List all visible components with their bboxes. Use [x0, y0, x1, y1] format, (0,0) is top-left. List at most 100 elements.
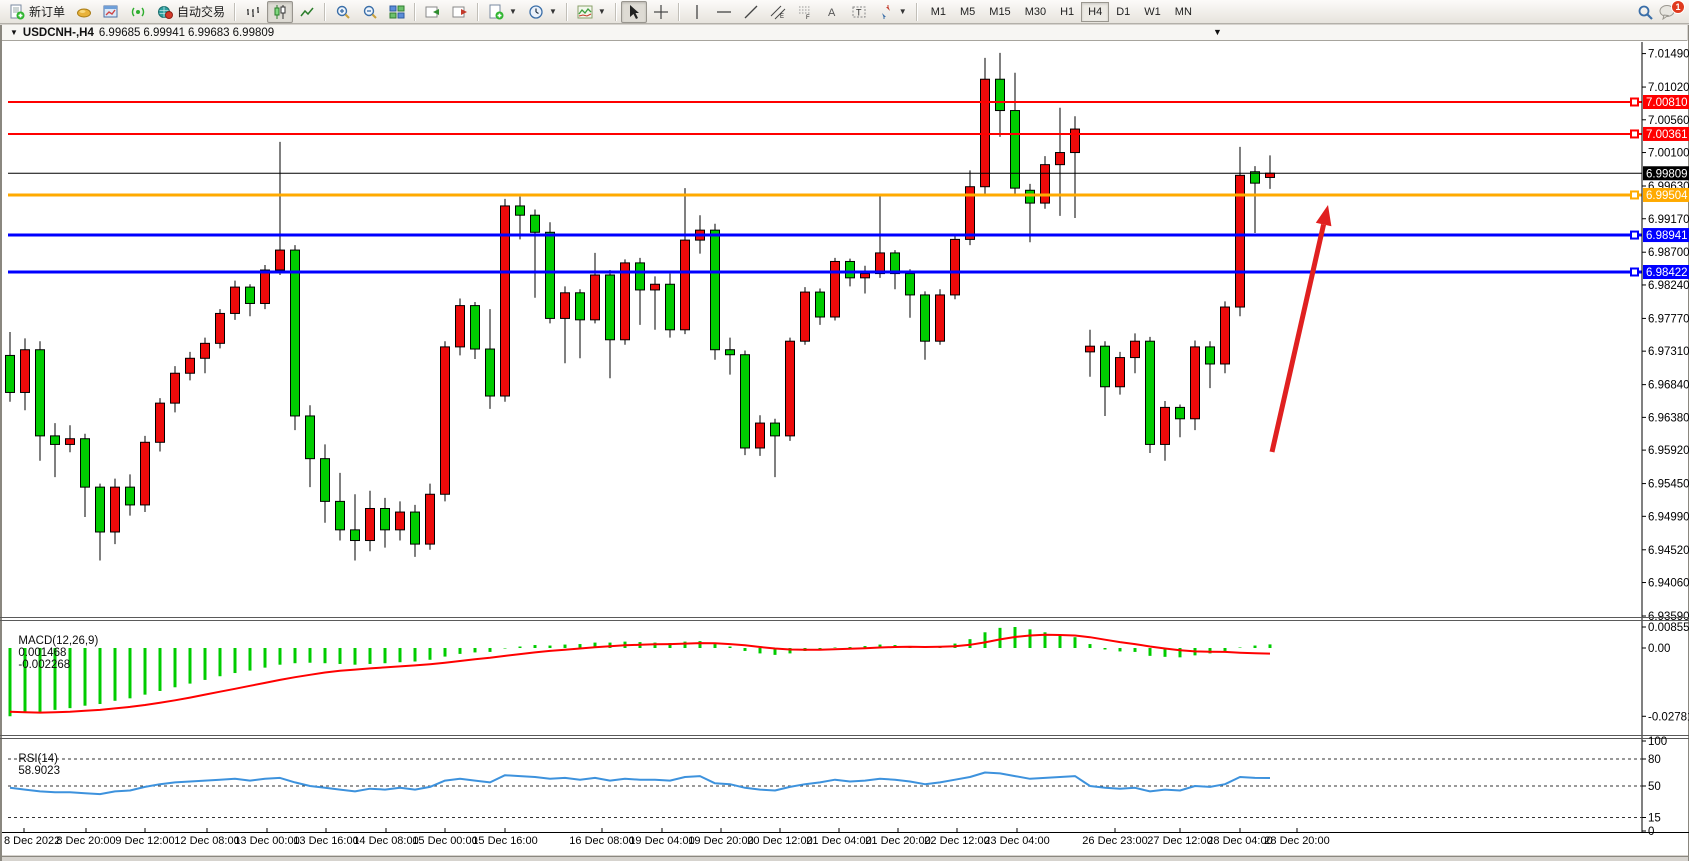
- search-icon[interactable]: [1637, 4, 1653, 20]
- rsi-label-box: RSI(14) 58.9023: [12, 741, 60, 777]
- fibonacci-button[interactable]: F: [792, 1, 818, 23]
- candle-83: [1250, 171, 1260, 184]
- candlestick-chart-button[interactable]: [267, 0, 294, 23]
- candle-29: [440, 346, 450, 495]
- support-line-1[interactable]: [8, 230, 1642, 240]
- candle-59: [890, 252, 900, 275]
- candle-69: [1040, 164, 1050, 204]
- chevron-down-icon: ▼: [898, 7, 907, 16]
- market-watch-button[interactable]: [71, 1, 97, 23]
- tile-windows-button[interactable]: [384, 1, 410, 23]
- toolbar-separator: [234, 2, 237, 21]
- svg-text:6.95920: 6.95920: [1648, 445, 1689, 457]
- panel-splitter-2[interactable]: [0, 735, 1689, 739]
- chart-window-icon: [103, 4, 119, 20]
- candle-47: [710, 229, 720, 351]
- candle-43: [650, 283, 660, 291]
- timeframe-m15-button[interactable]: M15: [989, 5, 1011, 18]
- price-badge-6.98941: 6.98941: [1643, 228, 1689, 243]
- toolbar-separator: [477, 2, 480, 21]
- auto-scroll-button[interactable]: [420, 1, 446, 23]
- signal-button[interactable]: [125, 1, 151, 23]
- chart-window-button[interactable]: [98, 1, 124, 23]
- timeframe-m5-button[interactable]: M5: [960, 5, 976, 18]
- zoom-in-button[interactable]: [330, 1, 356, 23]
- notification-icon[interactable]: 1: [1659, 0, 1685, 20]
- timeframe-h4-button[interactable]: H4: [1081, 1, 1110, 22]
- toolbar-separator: [414, 2, 417, 21]
- candle-1: [20, 349, 30, 393]
- toolbar-separator: [915, 2, 918, 21]
- resistance-line-2[interactable]: [8, 129, 1642, 139]
- svg-text:T: T: [856, 7, 862, 17]
- notification-badge: 1: [1671, 0, 1685, 14]
- candle-4: [65, 438, 75, 445]
- chart-shift-button[interactable]: [447, 1, 473, 23]
- pivot-line[interactable]: [8, 190, 1642, 200]
- candle-26: [395, 511, 405, 531]
- svg-text:6.94520: 6.94520: [1648, 545, 1689, 557]
- timeframe-m30-button[interactable]: M30: [1024, 5, 1047, 18]
- svg-text:13 Dec 16:00: 13 Dec 16:00: [293, 835, 358, 847]
- cursor-icon: [626, 4, 642, 20]
- text-button[interactable]: A: [819, 1, 845, 23]
- crosshair-button[interactable]: [648, 1, 674, 23]
- indicators-button[interactable]: ▼: [572, 1, 611, 23]
- panel-splitter-1[interactable]: [0, 617, 1689, 621]
- channel-button[interactable]: E: [765, 1, 791, 23]
- timeframe-w1-button[interactable]: W1: [1144, 5, 1161, 18]
- timeframe-mn-button[interactable]: MN: [1174, 5, 1192, 18]
- svg-text:9 Dec 12:00: 9 Dec 12:00: [115, 835, 174, 847]
- arrows-button[interactable]: ▼: [873, 1, 912, 23]
- candle-11: [170, 372, 180, 404]
- timeframe-h1-button[interactable]: H1: [1060, 5, 1075, 18]
- svg-text:6.94990: 6.94990: [1648, 511, 1689, 523]
- candle-62: [935, 294, 945, 342]
- candle-48: [725, 349, 735, 356]
- main-toolbar: 新订单 自动交易: [0, 0, 1689, 24]
- auto-trading-button[interactable]: 自动交易: [152, 1, 230, 23]
- svg-text:22 Dec 12:00: 22 Dec 12:00: [924, 835, 989, 847]
- symbol-collapse-icon[interactable]: ▼: [10, 28, 18, 37]
- timeframe-m1-button[interactable]: M1: [930, 5, 946, 18]
- chart-menu-icon[interactable]: ▼: [1213, 27, 1222, 37]
- zoom-out-button[interactable]: [357, 1, 383, 23]
- candle-34: [515, 205, 525, 216]
- svg-text:13 Dec 00:00: 13 Dec 00:00: [234, 835, 299, 847]
- candle-78: [1175, 406, 1185, 420]
- svg-text:6.97310: 6.97310: [1648, 346, 1689, 358]
- toolbar-separator: [614, 2, 617, 21]
- price-badge-6.98422: 6.98422: [1643, 265, 1689, 280]
- text-label-button[interactable]: T: [846, 1, 872, 23]
- new-order-icon: [9, 4, 25, 20]
- trendline-button[interactable]: [738, 1, 764, 23]
- templates-button[interactable]: ▼: [483, 1, 522, 23]
- timeframe-d1-button[interactable]: D1: [1116, 5, 1131, 18]
- vertical-line-button[interactable]: [684, 1, 710, 23]
- candle-49: [740, 354, 750, 449]
- candle-40: [605, 274, 615, 341]
- bar-chart-button[interactable]: [240, 1, 266, 23]
- resistance-line-1[interactable]: [8, 97, 1642, 107]
- trend-arrow[interactable]: [1269, 205, 1332, 453]
- timeframes-menu-button[interactable]: ▼: [523, 1, 562, 23]
- svg-text:7.00810: 7.00810: [1646, 97, 1688, 109]
- price-axis[interactable]: 7.014907.010207.005607.001006.996306.991…: [1641, 42, 1689, 832]
- macd-label-box: MACD(12,26,9) 0.001468 -0.002268: [12, 623, 98, 671]
- candle-73: [1100, 345, 1110, 388]
- window-border-left: [0, 25, 2, 861]
- horizontal-line-button[interactable]: [711, 1, 737, 23]
- candle-44: [665, 283, 675, 331]
- line-chart-button[interactable]: [294, 1, 320, 23]
- cursor-button[interactable]: [620, 0, 647, 23]
- arrows-icon: [878, 4, 894, 20]
- support-line-2[interactable]: [8, 267, 1642, 277]
- line-chart-icon: [299, 4, 315, 20]
- new-order-button[interactable]: 新订单: [4, 1, 70, 23]
- candlestick-chart-icon: [272, 4, 288, 20]
- svg-text:7.00100: 7.00100: [1648, 148, 1689, 160]
- svg-text:6.99504: 6.99504: [1646, 190, 1688, 202]
- clock-icon: [528, 4, 544, 20]
